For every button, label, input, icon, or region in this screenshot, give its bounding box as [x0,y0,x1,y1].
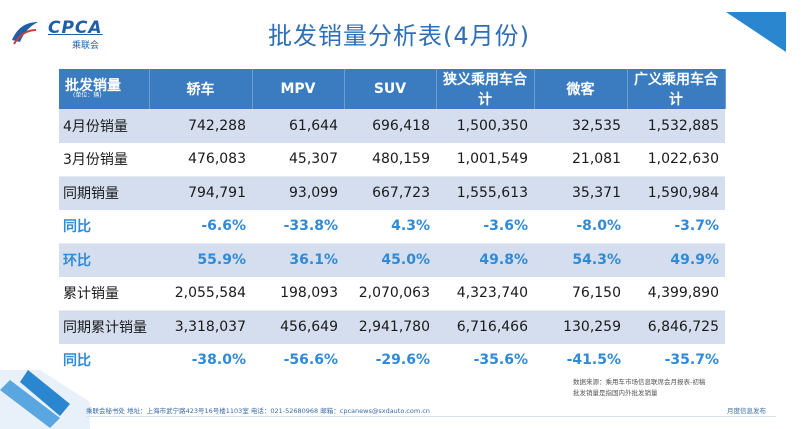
table-cell: 1,590,984 [627,176,725,210]
table-cell: 696,418 [344,109,436,143]
footer-swoosh-decoration [0,370,90,429]
row-label: 同期累计销量 [59,310,149,344]
footer-release-label: 月度信息发布 [727,407,766,415]
row-label: 同比 [59,343,149,377]
table-cell: 198,093 [252,276,344,311]
page-title: 批发销量分析表(4月份) [268,22,530,50]
table-header-row: 批发销量 (单位：辆) 轿车 MPV SUV 狭义乘用车合计 微客 广义乘用车合… [59,69,726,109]
table-cell: 2,055,584 [149,276,252,311]
table-cell: -8.0% [534,209,627,244]
table-cell: -35.6% [436,343,534,377]
table-cell: 6,716,466 [436,310,534,344]
row-label: 4月份销量 [59,109,149,143]
table-cell: 3,318,037 [149,310,252,344]
table-cell: 456,649 [252,310,344,344]
table-cell: -33.8% [252,209,344,244]
table-row: 同期销量 794,791 93,099 667,723 1,555,613 35… [59,176,725,210]
table-cell: -29.6% [344,343,436,377]
header-corner: 批发销量 (单位：辆) [59,69,150,109]
table-cell: 21,081 [534,142,627,177]
table-cell: 1,500,350 [436,109,534,143]
table-cell: 1,022,630 [627,142,725,177]
table-cell: 1,001,549 [436,142,534,177]
logo-text: CPCA [48,18,103,38]
sales-table: 批发销量 (单位：辆) 轿车 MPV SUV 狭义乘用车合计 微客 广义乘用车合… [59,69,726,377]
table-cell: 54.3% [534,243,627,277]
table-cell: -41.5% [534,343,627,377]
table-cell: 49.9% [627,243,725,277]
column-header: MPV [252,69,345,109]
table-row: 同比 -6.6% -33.8% 4.3% -3.6% -8.0% -3.7% [59,209,725,244]
column-header: 狭义乘用车合计 [436,69,535,109]
table-cell: 2,070,063 [344,276,436,311]
table-cell: 6,846,725 [627,310,725,344]
table-cell: -38.0% [149,343,252,377]
table-cell: 476,083 [149,142,252,177]
table-cell: 667,723 [344,176,436,210]
source-note-line: 批发销量是指国内外批发销量 [573,389,658,397]
data-source-note: 数据来源：乘用车市场信息联席会月报表-初稿 批发销量是指国内外批发销量 [573,377,783,399]
table-cell: 36.1% [252,243,344,277]
cpca-logo: CPCA 乘联会 [10,16,130,52]
table-cell: -56.6% [252,343,344,377]
table-cell: 35,371 [534,176,627,210]
table-cell: 55.9% [149,243,252,277]
corner-triangle-decoration [726,12,786,52]
table-cell: 1,555,613 [436,176,534,210]
header-corner-title: 批发销量 [65,77,121,94]
footer-divider [86,416,776,417]
cpca-swoosh-icon [12,22,38,45]
table-cell: 45,307 [252,142,344,177]
table-cell: 480,159 [344,142,436,177]
table-cell: 1,532,885 [627,109,725,143]
table-cell: -3.6% [436,209,534,244]
header-corner-unit: (单位：辆) [73,92,102,100]
table-row: 同比 -38.0% -56.6% -29.6% -35.6% -41.5% -3… [59,343,725,377]
table-cell: 2,941,780 [344,310,436,344]
table-row: 累计销量 2,055,584 198,093 2,070,063 4,323,7… [59,276,725,311]
table-row: 3月份销量 476,083 45,307 480,159 1,001,549 2… [59,142,725,177]
table-cell: 4,323,740 [436,276,534,311]
logo-subtext: 乘联会 [72,41,100,51]
table-cell: 61,644 [252,109,344,143]
row-label: 同期销量 [59,176,149,210]
table-cell: 130,259 [534,310,627,344]
table-row: 同期累计销量 3,318,037 456,649 2,941,780 6,716… [59,310,725,344]
table-cell: 32,535 [534,109,627,143]
source-note-line: 数据来源：乘用车市场信息联席会月报表-初稿 [573,378,706,386]
table-cell: 794,791 [149,176,252,210]
table-row: 4月份销量 742,288 61,644 696,418 1,500,350 3… [59,109,725,143]
table-cell: 742,288 [149,109,252,143]
table-cell: -3.7% [627,209,725,244]
footer-contact-text: 乘联会秘书处 地址：上海市武宁路423号16号楼1103室 电话：021-526… [86,407,430,415]
column-header: 广义乘用车合计 [627,69,726,109]
table-cell: -35.7% [627,343,725,377]
table-row: 环比 55.9% 36.1% 45.0% 49.8% 54.3% 49.9% [59,243,725,277]
table-cell: 4,399,890 [627,276,725,311]
row-label: 同比 [59,209,149,244]
table-cell: 45.0% [344,243,436,277]
table-cell: 93,099 [252,176,344,210]
page-header: CPCA 乘联会 批发销量分析表(4月份) [0,0,804,62]
column-header: SUV [344,69,437,109]
column-header: 微客 [534,69,628,109]
table-cell: -6.6% [149,209,252,244]
row-label: 累计销量 [59,276,149,311]
table-cell: 4.3% [344,209,436,244]
row-label: 3月份销量 [59,142,149,177]
row-label: 环比 [59,243,149,277]
column-header: 轿车 [149,69,253,109]
table-cell: 76,150 [534,276,627,311]
table-cell: 49.8% [436,243,534,277]
